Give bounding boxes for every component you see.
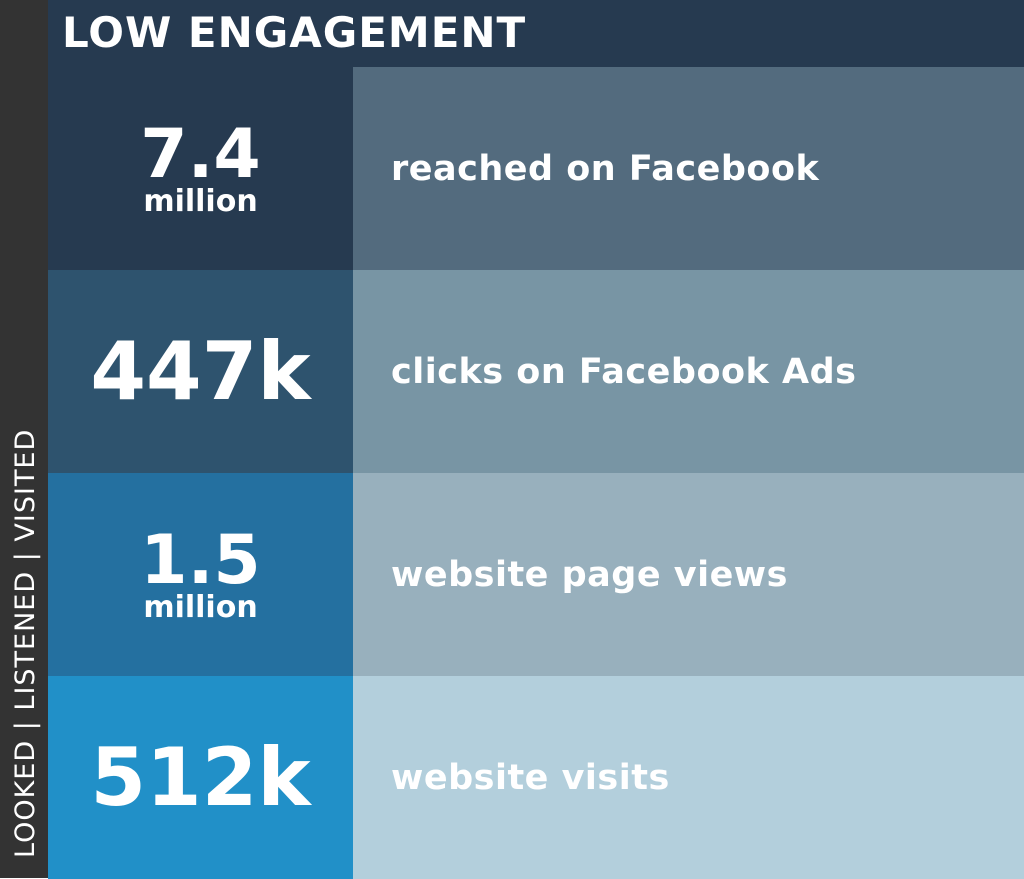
header: LOW ENGAGEMENT bbox=[48, 0, 1024, 67]
stat-unit: million bbox=[143, 183, 258, 219]
side-strip: LOOKED | LISTENED | VISITED bbox=[0, 0, 48, 878]
stat-figure: 447k bbox=[48, 270, 353, 473]
header-title: LOW ENGAGEMENT bbox=[62, 8, 527, 57]
stat-description: website visits bbox=[353, 676, 1024, 879]
stat-description: website page views bbox=[353, 473, 1024, 676]
stat-value: 512k bbox=[90, 730, 311, 824]
stat-figure: 512k bbox=[48, 676, 353, 879]
stat-description: reached on Facebook bbox=[353, 67, 1024, 270]
stat-figure: 1.5 million bbox=[48, 473, 353, 676]
stat-value: 1.5 bbox=[140, 520, 261, 600]
stat-value: 447k bbox=[90, 324, 311, 418]
stat-value: 7.4 bbox=[140, 114, 261, 194]
stat-unit: million bbox=[143, 589, 258, 625]
side-label: LOOKED | LISTENED | VISITED bbox=[10, 429, 41, 858]
stat-description: clicks on Facebook Ads bbox=[353, 270, 1024, 473]
rows: 7.4 million reached on Facebook 447k clicks … bbox=[48, 67, 1024, 879]
stat-row: 1.5 million website page views bbox=[48, 473, 1024, 676]
stat-figure: 7.4 million bbox=[48, 67, 353, 270]
stat-row: 447k clicks on Facebook Ads bbox=[48, 270, 1024, 473]
stat-row: 7.4 million reached on Facebook bbox=[48, 67, 1024, 270]
side-label-svg: LOOKED | LISTENED | VISITED bbox=[10, 429, 41, 858]
stat-row: 512k website visits bbox=[48, 676, 1024, 879]
